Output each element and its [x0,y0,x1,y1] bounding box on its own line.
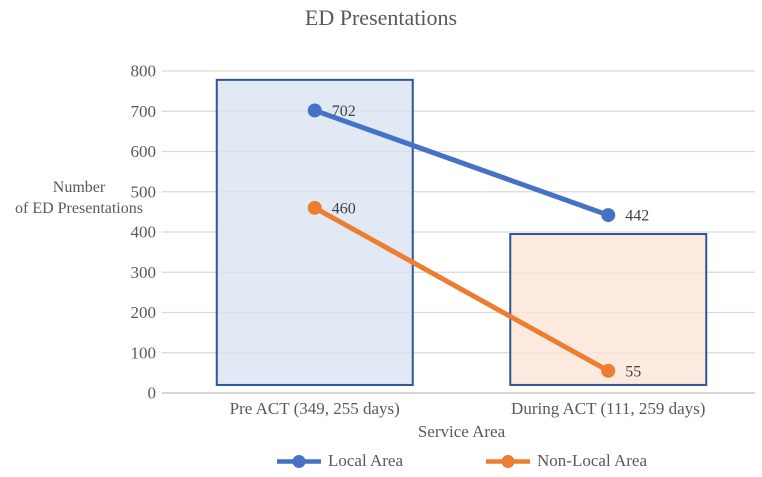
data-point-label: 460 [332,200,356,217]
y-tick-label: 800 [131,62,157,81]
x-tick-label-during-act: During ACT (111, 259 days) [511,399,705,418]
legend-label-local-area: Local Area [327,451,404,470]
non-local-area-marker [601,363,616,378]
y-tick-label: 400 [131,223,157,242]
non-local-area-line [312,205,611,374]
y-tick-label: 500 [131,182,157,201]
data-point-label: 702 [332,103,356,120]
y-tick-label: 0 [148,384,157,403]
legend-label-non-local-area: Non-Local Area [537,451,648,470]
data-point-label: 55 [625,363,641,380]
y-tick-label: 100 [131,343,157,362]
legend-item-local-area: Local Area [276,451,403,471]
highlight-box-during-act [509,233,708,386]
y-tick-label: 200 [131,303,157,322]
chart-title: ED Presentations [304,5,458,30]
y-tick-label: 300 [131,263,157,282]
local-area-marker [307,103,322,118]
non-local-area-line-marker-icon [486,454,531,468]
y-axis-title-line1: Number [52,179,106,196]
y-tick-label: 700 [131,102,157,121]
legend-item-non-local-area: Non-Local Area [485,451,647,471]
y-axis-title: Number of ED Presentations [0,177,158,219]
highlight-box-pre-act [215,78,414,386]
y-tick-label: 600 [131,142,157,161]
data-point-label: 442 [625,208,649,225]
legend: Local Area Non-Local Area [168,451,755,471]
x-tick-label-pre-act: Pre ACT (349, 255 days) [230,399,400,418]
local-area-line-marker-icon [276,454,321,468]
y-axis-title-line2: of ED Presentations [15,200,143,217]
local-area-marker [601,208,616,223]
x-axis-title: Service Area [417,422,506,441]
non-local-area-marker [307,200,322,215]
local-area-line [312,107,611,218]
